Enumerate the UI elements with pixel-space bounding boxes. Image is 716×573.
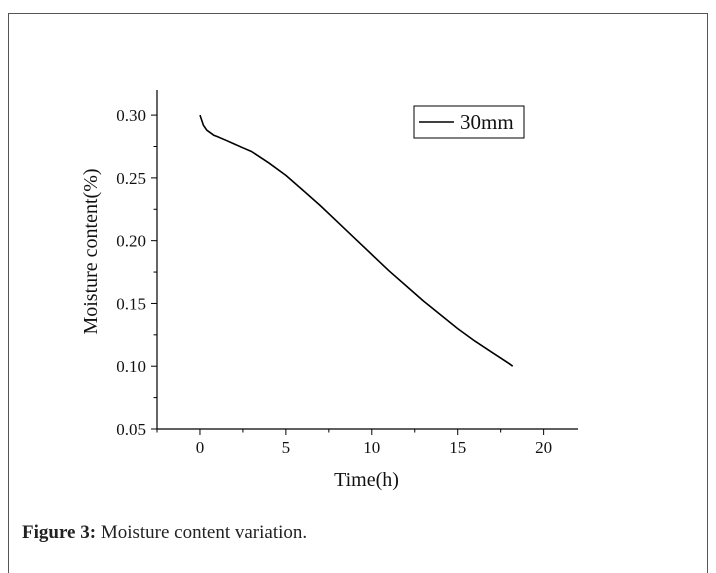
y-tick-label: 0.15	[116, 294, 146, 313]
figure-caption: Figure 3: Moisture content variation.	[22, 522, 307, 544]
figure-caption-label: Figure 3:	[22, 522, 97, 543]
series-line-30mm	[199, 114, 514, 367]
y-tick-label: 0.30	[116, 106, 146, 125]
y-tick-label: 0.20	[116, 232, 146, 251]
y-axis-title: Moisture content(%)	[80, 168, 102, 334]
y-tick-label: 0.05	[116, 420, 146, 439]
chart-series	[199, 114, 514, 367]
x-tick-label: 15	[449, 438, 466, 457]
y-tick-label: 0.10	[116, 357, 146, 376]
chart-ticks: 0 5 10 15 20 0.05 0.10 0.15 0.20 0.25 0.30	[116, 106, 552, 457]
chart-axes	[156, 90, 578, 430]
figure-frame	[8, 13, 708, 573]
legend-label: 30mm	[460, 110, 514, 134]
x-tick-label: 5	[282, 438, 291, 457]
figure-caption-text: Moisture content variation.	[100, 522, 308, 543]
moisture-chart: 0 5 10 15 20 0.05 0.10 0.15 0.20 0.25 0.30 30mm Ti…	[80, 90, 578, 491]
chart-legend: 30mm	[413, 105, 525, 139]
x-tick-label: 20	[535, 438, 552, 457]
x-tick-label: 10	[363, 438, 380, 457]
y-tick-label: 0.25	[116, 169, 146, 188]
x-axis-title: Time(h)	[334, 469, 399, 491]
x-tick-label: 0	[196, 438, 205, 457]
